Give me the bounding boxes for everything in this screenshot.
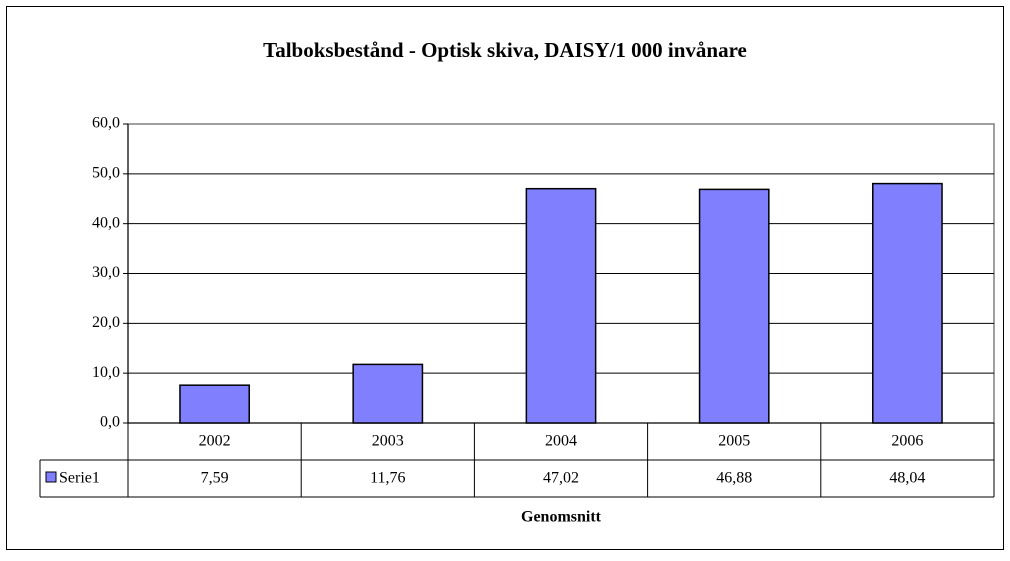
x-tick-label: 2006 — [891, 433, 923, 450]
legend-swatch — [45, 471, 57, 483]
bar — [179, 384, 250, 424]
bar — [525, 187, 597, 424]
bar — [872, 182, 943, 424]
x-tick-label: 2003 — [372, 433, 404, 450]
x-tick-label: 2002 — [199, 433, 231, 450]
y-tick-label: 10,0 — [92, 364, 120, 381]
y-tick-label: 40,0 — [92, 214, 120, 231]
bar — [352, 363, 424, 424]
data-table-value: 46,88 — [716, 470, 752, 487]
y-tick-label: 60,0 — [92, 115, 120, 132]
data-table-value: 7,59 — [201, 470, 229, 487]
y-tick-label: 0,0 — [100, 414, 120, 431]
y-tick-label: 20,0 — [92, 314, 120, 331]
y-tick-label: 50,0 — [92, 165, 120, 182]
x-axis-label: Genomsnitt — [521, 509, 602, 526]
y-tick-label: 30,0 — [92, 264, 120, 281]
x-tick-label: 2004 — [545, 433, 577, 450]
x-tick-label: 2005 — [718, 433, 750, 450]
bar — [698, 188, 770, 424]
chart-title: Talboksbestånd - Optisk skiva, DAISY/1 0… — [263, 38, 747, 62]
data-table-value: 47,02 — [543, 470, 579, 487]
legend-label: Serie1 — [59, 470, 100, 487]
data-table-value: 11,76 — [370, 470, 405, 487]
data-table-value: 48,04 — [889, 470, 925, 487]
